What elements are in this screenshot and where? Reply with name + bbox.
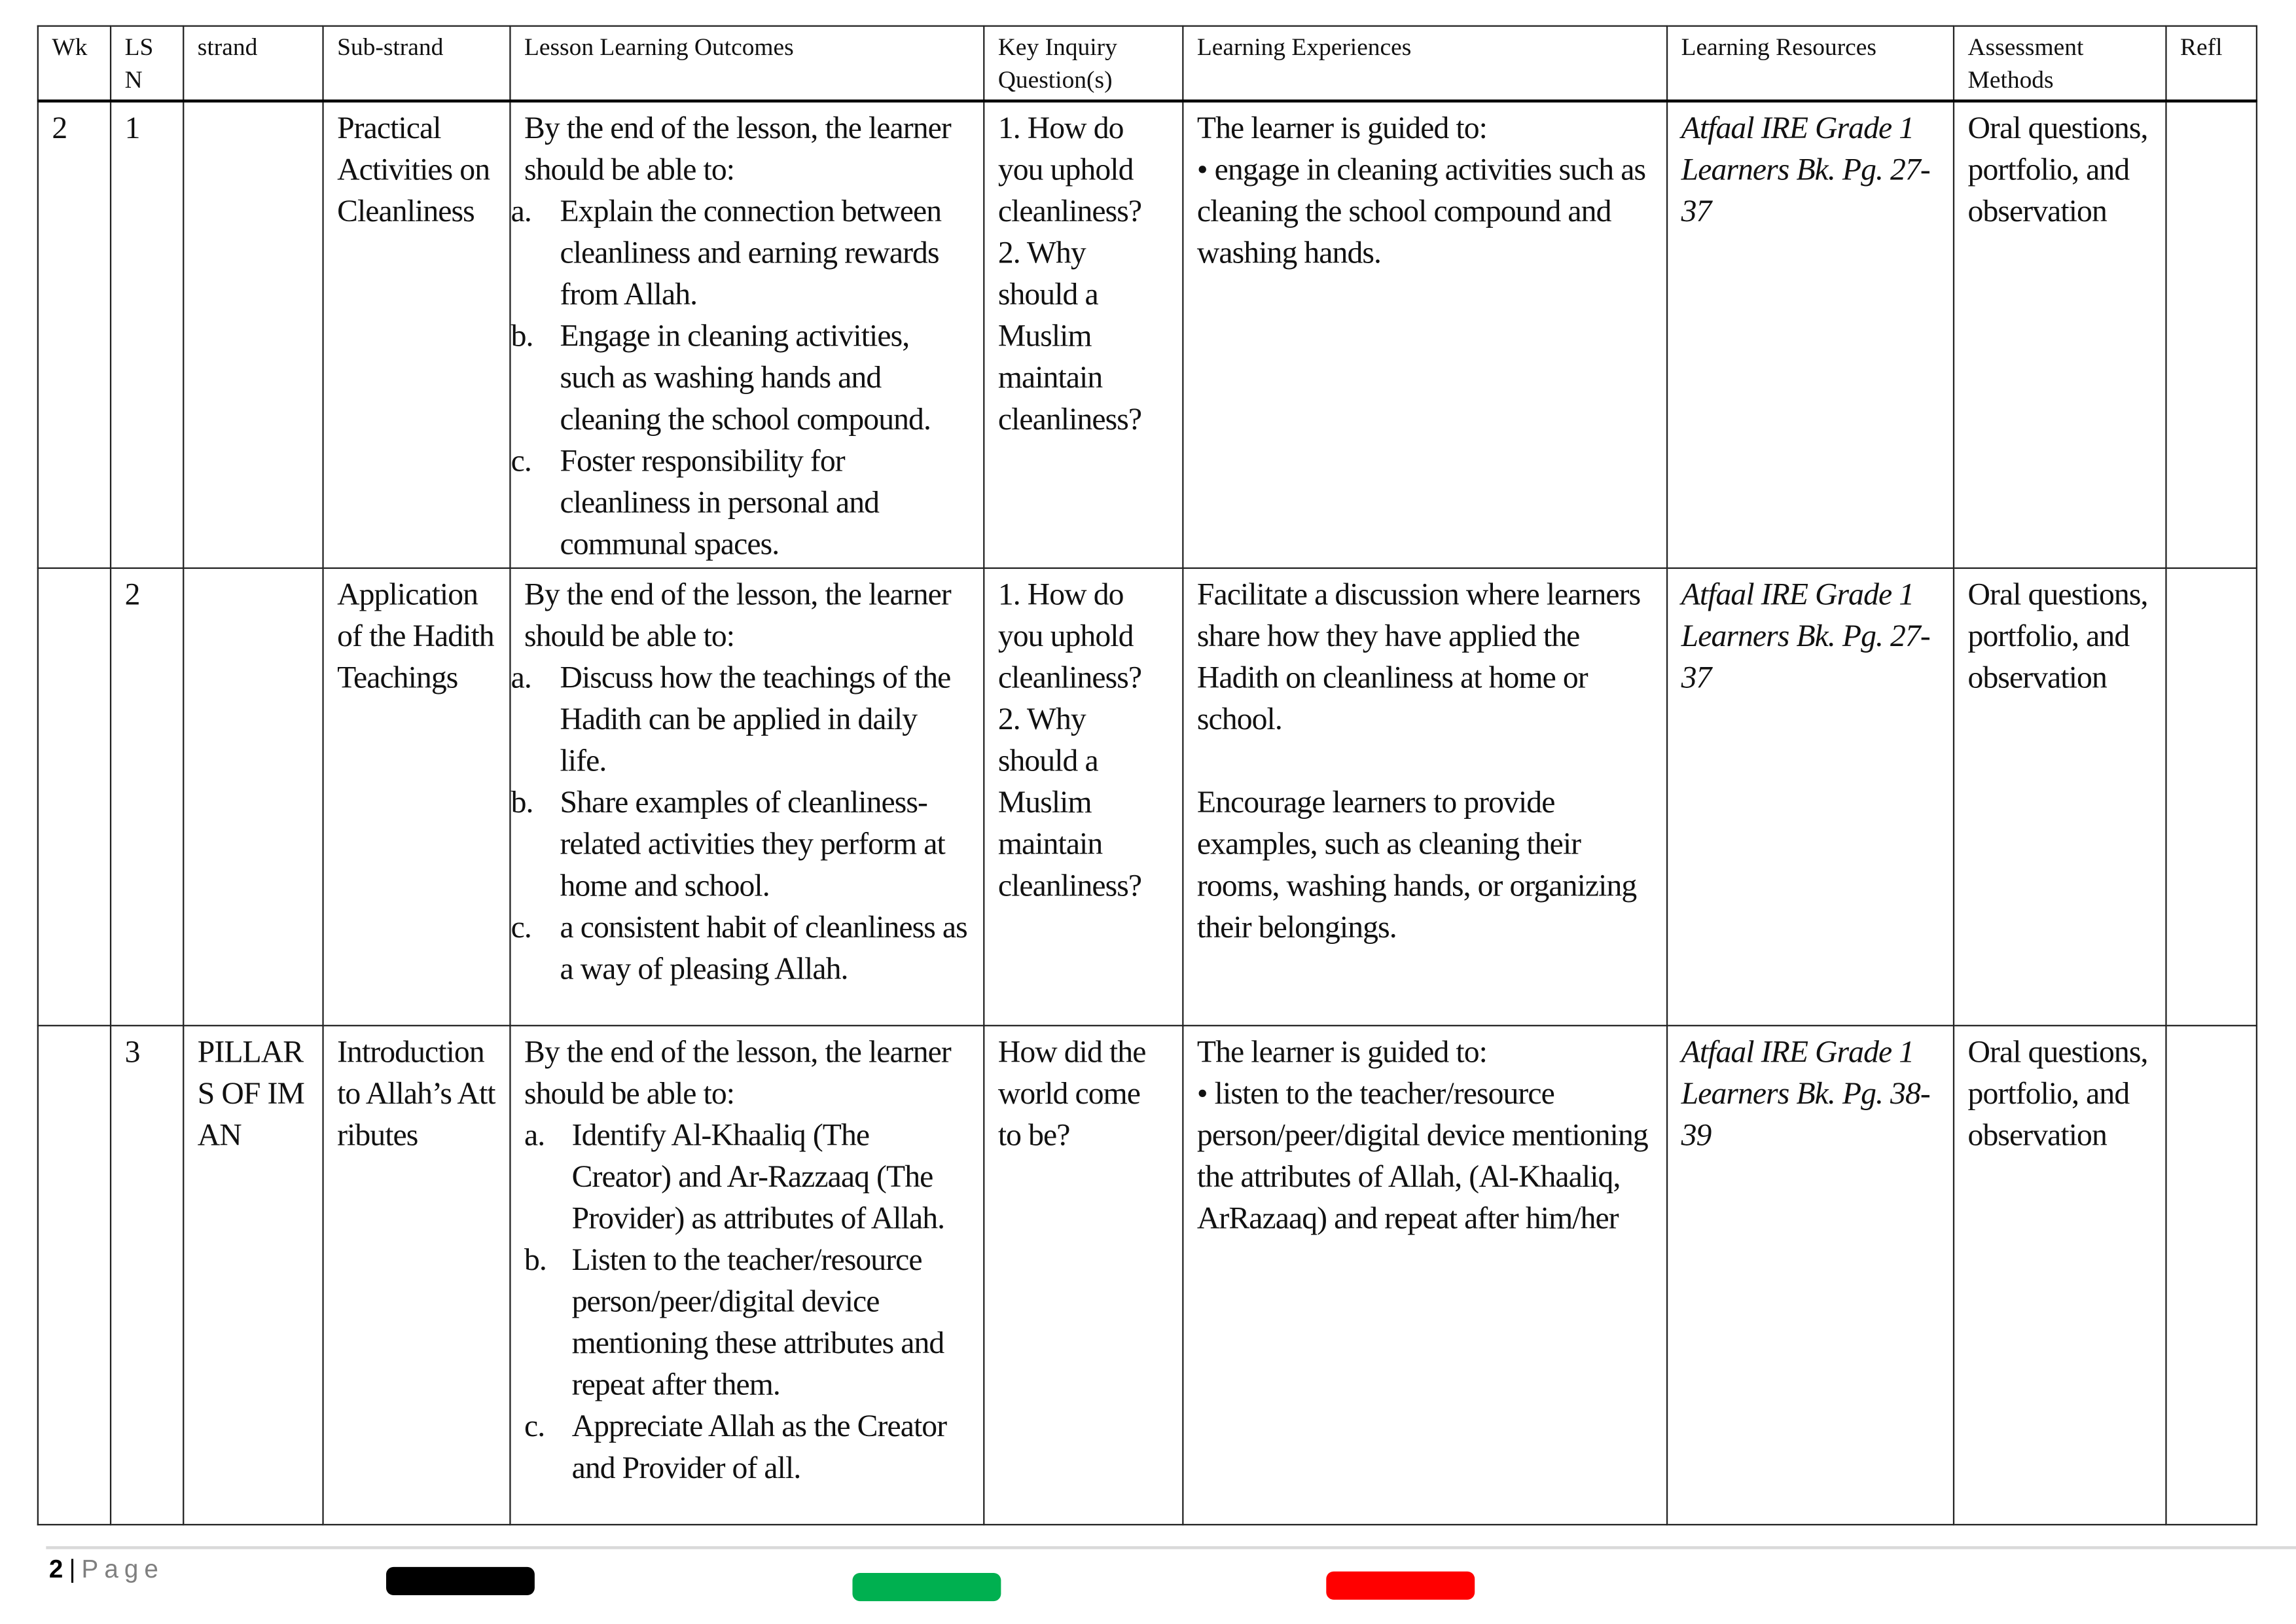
header-wk: Wk <box>37 25 112 102</box>
cell-strand <box>183 100 324 569</box>
header-lsn: LS N <box>109 25 185 102</box>
header-strand: strand <box>183 25 324 102</box>
outcome-item: c. a consistent habit of cleanliness as a… <box>511 909 968 986</box>
outcome-item: c. Foster responsibility for cleanliness … <box>511 442 880 562</box>
cell-lsn: 2 <box>109 567 185 1026</box>
table-row: 2 1 Practical Activities on Cleanliness … <box>37 100 2258 569</box>
header-assessment: Assessment Methods <box>1952 25 2167 102</box>
scheme-of-work-table: Wk LS N strand Sub-strand Lesson Learnin… <box>37 25 2258 1526</box>
table-row: 3 PILLARS OF IMAN Introduction to Allah’… <box>37 1024 2258 1526</box>
cell-assessment: Oral questions, portfolio, and observati… <box>1952 100 2167 569</box>
outcome-item: c. Appreciate Allah as the Creator and Pr… <box>524 1408 947 1486</box>
header-outcomes: Lesson Learning Outcomes <box>509 25 985 102</box>
cell-reflection <box>2165 567 2258 1026</box>
cell-resources: Atfaal IRE Grade 1 Learners Bk. Pg. 38-3… <box>1666 1024 1955 1526</box>
cell-substrand: Application of the Hadith Teachings <box>322 567 511 1026</box>
cell-strand <box>183 567 324 1026</box>
red-bar <box>1326 1571 1475 1600</box>
outcome-item: a. Discuss how the teachings of the Hadit… <box>511 659 952 779</box>
green-bar <box>852 1572 1001 1602</box>
outcomes-intro: By the end of the lesson, the learner sh… <box>524 576 952 654</box>
outcome-item: a. Identify Al-Khaaliq (The Creator) and … <box>524 1117 945 1236</box>
outcome-item: b. Engage in cleaning activities, such as… <box>511 317 931 437</box>
cell-substrand: Practical Activities on Cleanliness <box>322 100 511 569</box>
outcome-item: a. Explain the connection between cleanli… <box>511 192 942 312</box>
outcome-item: b. Listen to the teacher/resource person/… <box>524 1241 944 1403</box>
cell-inquiry: 1. How do you uphold cleanliness? 2. Why… <box>983 100 1184 569</box>
footer-divider <box>46 1546 2296 1549</box>
header-reflection: Refl <box>2165 25 2258 102</box>
header-substrand: Sub-strand <box>322 25 511 102</box>
cell-experiences: The learner is guided to: • engage in cle… <box>1182 100 1668 569</box>
cell-experiences: Facilitate a discussion where learners s… <box>1182 567 1668 1026</box>
cell-inquiry: How did the world come to be? <box>983 1024 1184 1526</box>
cell-strand: PILLARS OF IMAN <box>183 1024 324 1526</box>
cell-wk: 2 <box>37 100 112 569</box>
cell-reflection <box>2165 100 2258 569</box>
header-inquiry: Key Inquiry Question(s) <box>983 25 1184 102</box>
cell-assessment: Oral questions, portfolio, and observati… <box>1952 1024 2167 1526</box>
cell-outcomes: By the end of the lesson, the learner sh… <box>509 1024 985 1526</box>
cell-wk <box>37 567 112 1026</box>
header-resources: Learning Resources <box>1666 25 1955 102</box>
cell-experiences: The learner is guided to: • listen to the… <box>1182 1024 1668 1526</box>
cell-reflection <box>2165 1024 2258 1526</box>
cell-assessment: Oral questions, portfolio, and observati… <box>1952 567 2167 1026</box>
table-row: 2 Application of the Hadith Teachings By… <box>37 567 2258 1026</box>
cell-outcomes: By the end of the lesson, the learner sh… <box>509 100 985 569</box>
outcomes-intro: By the end of the lesson, the learner sh… <box>524 1034 952 1111</box>
cell-lsn: 3 <box>109 1024 185 1526</box>
black-bar <box>386 1566 535 1596</box>
header-experiences: Learning Experiences <box>1182 25 1668 102</box>
cell-inquiry: 1. How do you uphold cleanliness? 2. Why… <box>983 567 1184 1026</box>
header-row: Wk LS N strand Sub-strand Lesson Learnin… <box>37 25 2258 102</box>
outcome-item: b. Share examples of cleanliness-related … <box>511 784 946 903</box>
cell-resources: Atfaal IRE Grade 1 Learners Bk. Pg. 27-3… <box>1666 100 1955 569</box>
cell-lsn: 1 <box>109 100 185 569</box>
cell-substrand: Introduction to Allah’s Attributes <box>322 1024 511 1526</box>
cell-resources: Atfaal IRE Grade 1 Learners Bk. Pg. 27-3… <box>1666 567 1955 1026</box>
cell-wk <box>37 1024 112 1526</box>
page-number: 2 | Page <box>48 1555 164 1583</box>
cell-outcomes: By the end of the lesson, the learner sh… <box>509 567 985 1026</box>
outcomes-intro: By the end of the lesson, the learner sh… <box>524 109 952 187</box>
